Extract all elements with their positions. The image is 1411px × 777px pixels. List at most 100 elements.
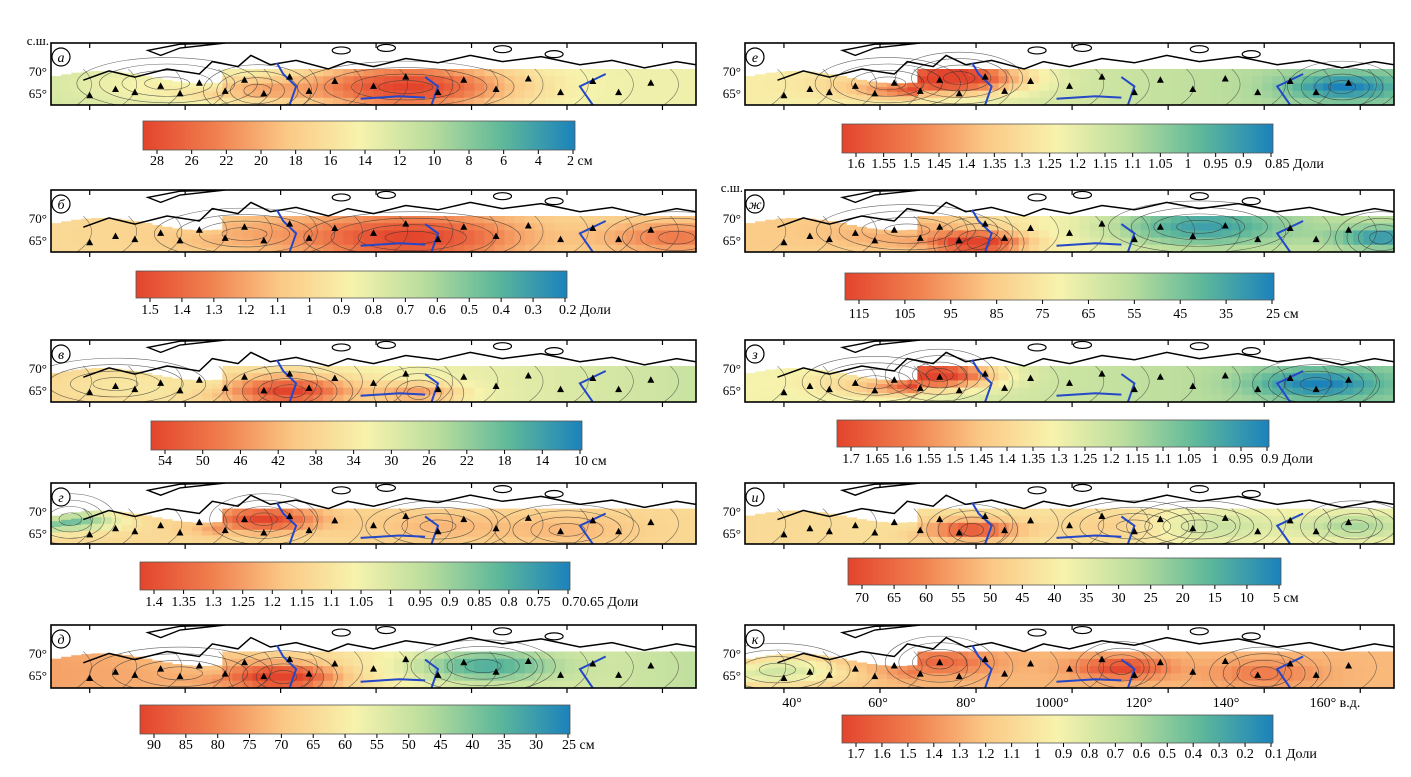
coastline — [83, 636, 696, 664]
island-outline — [1072, 483, 1093, 492]
lat-label: 70° — [723, 64, 741, 79]
station-marker — [1189, 668, 1197, 675]
colorbar-tick-label: 0.9 — [1235, 157, 1253, 172]
station-marker — [1156, 373, 1164, 380]
colorbar-tick-label: 1.3 — [951, 747, 969, 762]
station-marker — [86, 388, 94, 396]
colorbar-tick-label: 1 — [1185, 157, 1192, 172]
station-marker — [916, 384, 924, 391]
panel-letter-b: б — [51, 194, 71, 214]
colorbar-tick-label: 1.6 — [894, 452, 912, 467]
colorbar-tick-label: 1.6 — [847, 157, 865, 172]
river — [971, 209, 993, 252]
station-marker — [1001, 234, 1009, 241]
island-outline — [331, 628, 351, 637]
station-marker — [1221, 221, 1229, 229]
station-marker — [981, 512, 989, 520]
colorbar-tick-label: 0.9 — [441, 595, 459, 610]
station-marker — [241, 658, 248, 666]
colorbar-tick-label: 1.45 — [927, 157, 952, 172]
colorbar-tick-label: 40 — [1047, 591, 1061, 606]
coastline — [83, 494, 696, 521]
station-marker — [825, 385, 833, 393]
station-marker — [260, 89, 268, 97]
colorbar-tick-label: 0.8 — [1081, 747, 1099, 762]
station-marker — [434, 385, 442, 393]
station-marker — [589, 374, 597, 381]
island-outline — [839, 483, 921, 496]
station-marker — [131, 527, 139, 535]
colorbar-tick-label: 25 см — [562, 738, 595, 753]
station-marker — [370, 379, 377, 386]
colorbar-tick-label: 54 — [158, 454, 172, 469]
station-marker — [112, 668, 119, 675]
colorbar-a — [142, 120, 576, 151]
coastline — [83, 54, 696, 81]
station-marker — [524, 514, 532, 521]
lat-unit-label: с.ш. — [27, 33, 49, 48]
svg-text:б: б — [57, 198, 65, 213]
colorbar-tick-label: 1.6 — [873, 747, 891, 762]
island-outline — [544, 347, 564, 356]
colorbar-tick-label: 0.1 Доли — [1265, 747, 1317, 762]
island-outline — [331, 46, 351, 55]
island-outline — [839, 43, 921, 57]
station-marker — [1130, 385, 1138, 393]
station-marker — [936, 373, 944, 380]
station-marker — [1312, 235, 1320, 243]
colorbar-zh — [844, 272, 1275, 301]
station-marker — [492, 668, 500, 675]
station-marker — [1286, 374, 1294, 381]
station-marker — [157, 665, 165, 672]
colorbar-tick-label: 34 — [347, 454, 361, 469]
svg-text:д: д — [57, 633, 64, 648]
station-marker — [955, 672, 963, 680]
station-marker — [370, 665, 377, 672]
station-marker — [1286, 224, 1294, 231]
panel-letter-g: г — [51, 487, 71, 507]
lat-label: 65° — [29, 383, 47, 398]
station-marker — [286, 370, 294, 377]
station-marker — [241, 76, 248, 83]
station-marker — [1001, 670, 1009, 677]
panel-zh: ж с.ш. 70° 65° 115 105 95 85 75 65 55 45 35 25 см — [721, 180, 1395, 322]
map-a — [51, 43, 696, 105]
panel-letter-zh: ж — [745, 194, 765, 214]
colorbar-tick-label: 10 — [427, 154, 441, 169]
station-marker — [131, 385, 139, 393]
station-marker — [871, 386, 879, 394]
station-marker — [131, 235, 139, 243]
river — [1275, 220, 1304, 252]
island-outline — [1027, 193, 1047, 202]
colorbar-tick-label: 30 — [1112, 591, 1126, 606]
station-marker — [157, 229, 165, 236]
station-marker — [460, 658, 468, 666]
lat-label: 70° — [723, 361, 741, 376]
station-marker — [955, 386, 963, 394]
island-outline — [1027, 486, 1047, 495]
colorbar-tick-label: 1.2 — [1102, 452, 1120, 467]
island-outline — [1189, 192, 1209, 201]
river — [1056, 95, 1122, 100]
colorbar-tick-label: 0.75 — [526, 595, 551, 610]
river — [424, 223, 440, 252]
station-marker — [195, 226, 203, 233]
colorbar-tick-label: 25 — [1144, 591, 1158, 606]
colorbar-tick-label: 15 — [1208, 591, 1222, 606]
colorbar-tick-label: 4 — [535, 154, 542, 169]
map-v — [51, 340, 696, 402]
island-outline — [145, 190, 226, 204]
station-marker — [615, 527, 623, 535]
coastline — [777, 201, 1394, 228]
island-outline — [1027, 46, 1047, 55]
lat-label: 70° — [29, 361, 47, 376]
station-marker — [780, 674, 788, 682]
colorbar-tick-label: 1.5 — [903, 157, 921, 172]
panels-layer: а с.ш. 70° 65° 28 26 22 20 18 16 14 12 10 8 6 4 2 см б 70°… — [27, 33, 1395, 762]
colorbar-tick-label: 0.8 — [365, 303, 383, 318]
colorbar-tick-label: 0.9 — [1055, 747, 1073, 762]
island-outline — [1072, 190, 1093, 200]
panel-a: а с.ш. 70° 65° 28 26 22 20 18 16 14 12 10 8 6 4 2 см — [27, 33, 697, 169]
island-outline — [1189, 627, 1209, 636]
station-marker — [195, 518, 203, 526]
